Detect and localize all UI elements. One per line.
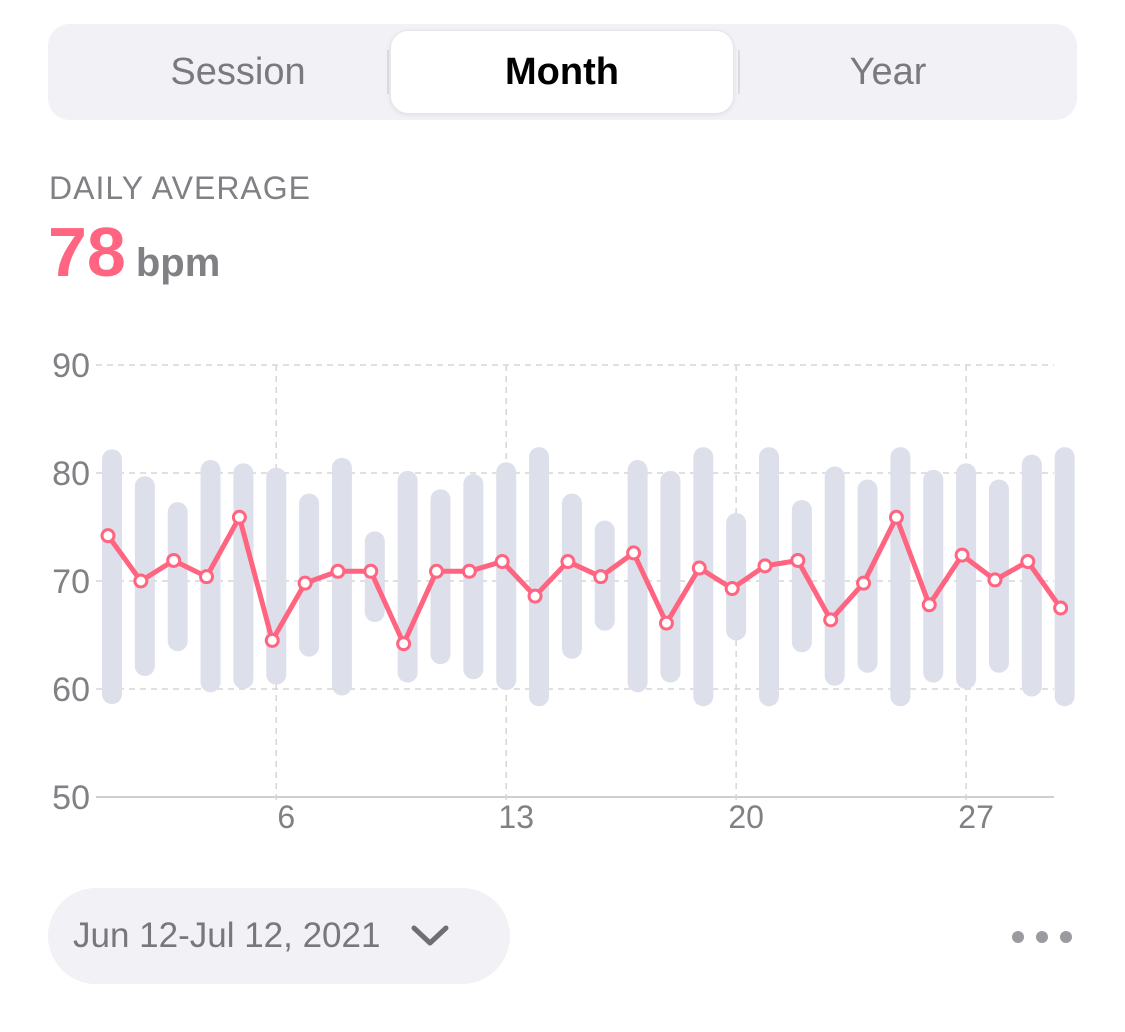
x-tick-label: 13 (498, 799, 534, 835)
average-point (823, 612, 839, 628)
ellipsis-icon (1060, 931, 1072, 943)
average-point (560, 554, 576, 570)
range-bar (660, 470, 681, 683)
average-point (527, 588, 543, 604)
average-point (461, 563, 477, 579)
average-point (1053, 600, 1069, 616)
ellipsis-icon (1036, 931, 1048, 943)
summary-label: DAILY AVERAGE (49, 170, 311, 206)
average-point (757, 558, 773, 574)
range-bar (956, 463, 977, 689)
range-bar (923, 469, 944, 683)
average-point (264, 632, 280, 648)
tab-month[interactable]: Month (390, 30, 734, 114)
y-tick-label: 50 (52, 779, 90, 817)
y-tick-label: 80 (52, 455, 90, 493)
summary-value: 78 bpm (48, 212, 220, 292)
period-segmented-control: Session Month Year (48, 24, 1077, 120)
average-point (231, 509, 247, 525)
average-point (199, 569, 215, 585)
range-bar (759, 447, 779, 707)
range-bar (266, 467, 287, 685)
average-point (790, 552, 806, 568)
average-point (494, 554, 510, 570)
average-point (856, 575, 872, 591)
summary-unit: bpm (135, 241, 221, 285)
x-tick-label: 27 (958, 799, 994, 835)
range-bar (496, 462, 517, 691)
average-point (396, 636, 412, 652)
average-point (297, 575, 313, 591)
x-tick-label: 6 (277, 799, 295, 835)
average-point (166, 552, 182, 568)
tab-year[interactable]: Year (849, 50, 927, 93)
range-bar (791, 500, 812, 653)
range-bar (726, 512, 747, 641)
range-bar (1021, 454, 1042, 697)
y-tick-label: 60 (52, 671, 90, 709)
average-point (954, 547, 970, 563)
average-point (1020, 554, 1036, 570)
chevron-down-icon (411, 925, 449, 946)
average-point (100, 528, 116, 544)
average-point (593, 569, 609, 585)
range-bar (299, 493, 320, 657)
range-bar (233, 463, 254, 689)
average-line (105, 514, 1063, 647)
average-point (363, 563, 379, 579)
summary-number: 78 (48, 213, 126, 291)
average-point (987, 572, 1003, 588)
range-bar (397, 470, 418, 683)
date-range-picker[interactable]: Jun 12-Jul 12, 2021 (48, 888, 510, 984)
average-point (429, 563, 444, 579)
range-bar (693, 447, 714, 707)
range-bar (561, 493, 582, 659)
ellipsis-icon (1012, 931, 1024, 943)
average-point (658, 615, 674, 631)
y-tick-label: 90 (52, 347, 90, 385)
average-point (724, 581, 740, 597)
range-bar (529, 447, 550, 707)
date-range-label: Jun 12-Jul 12, 2021 (73, 916, 381, 955)
average-point (691, 560, 707, 576)
range-bar (890, 447, 911, 707)
x-tick-label: 20 (728, 799, 764, 835)
tab-session[interactable]: Session (170, 50, 306, 93)
range-bar (167, 502, 188, 652)
range-bar (102, 449, 122, 705)
average-point (921, 597, 937, 613)
average-point (888, 509, 904, 525)
segment-divider (738, 50, 740, 94)
average-point (626, 545, 642, 561)
range-bar (627, 460, 648, 693)
heart-rate-chart: 90 80 70 60 50 6 13 20 27 (52, 347, 1075, 835)
average-point (133, 573, 149, 589)
average-point (330, 563, 346, 579)
range-bar (824, 466, 845, 686)
more-options-button[interactable] (1012, 922, 1072, 952)
y-tick-label: 70 (52, 563, 90, 601)
range-bar (1054, 447, 1075, 707)
segment-divider (387, 50, 389, 94)
